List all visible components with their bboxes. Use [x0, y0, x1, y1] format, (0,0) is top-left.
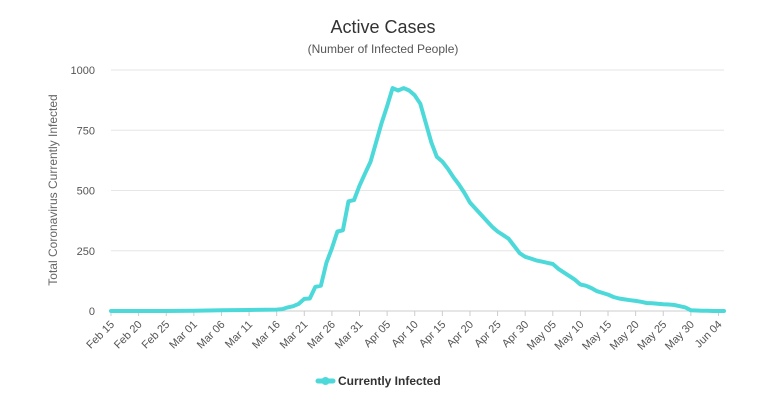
x-tick-label: Feb 25 [140, 319, 173, 352]
x-tick-label: May 30 [663, 319, 697, 353]
y-tick-label: 1000 [71, 65, 95, 77]
series-layer [109, 86, 726, 313]
x-tick-label: Jun 04 [693, 319, 725, 351]
x-tick-label: May 20 [608, 319, 642, 353]
x-tick-label: Apr 05 [362, 319, 393, 350]
x-tick-label: May 10 [553, 319, 587, 353]
legend[interactable]: Currently Infected [315, 374, 441, 388]
x-tick-label: Mar 21 [278, 319, 311, 352]
x-tick-label: Mar 16 [250, 319, 283, 352]
y-tick-label: 250 [77, 246, 95, 258]
y-axis-label: Total Coronavirus Currently Infected [46, 94, 60, 285]
y-axis-ticks: 0 250 500 750 1000 [71, 65, 95, 318]
x-tick-label: Mar 01 [167, 319, 200, 352]
x-tick-label: Mar 06 [195, 319, 228, 352]
legend-label: Currently Infected [338, 374, 441, 388]
x-tick-label: Apr 25 [472, 319, 503, 350]
series-line-currently-infected[interactable] [109, 86, 726, 313]
y-tick-label: 750 [77, 125, 95, 137]
x-tick-label: Feb 15 [84, 319, 117, 352]
x-tick-label: Apr 20 [445, 319, 476, 350]
y-tick-label: 0 [89, 306, 95, 318]
x-tick-label: Feb 20 [112, 319, 145, 352]
chart-subtitle: (Number of Infected People) [308, 42, 459, 56]
legend-marker [321, 377, 330, 385]
x-tick-label: May 25 [635, 319, 669, 353]
x-tick-label: Mar 31 [333, 319, 366, 352]
chart-title: Active Cases [330, 17, 435, 37]
x-tick-label: May 05 [525, 319, 559, 353]
x-tick-label: Apr 10 [389, 319, 420, 350]
x-tick-label: Apr 15 [417, 319, 448, 350]
x-tick-label: Mar 26 [305, 319, 338, 352]
x-tick-label: May 15 [580, 319, 614, 353]
y-tick-label: 500 [77, 186, 95, 198]
grid-lines [111, 69, 724, 312]
x-tick-label: Mar 11 [223, 319, 255, 351]
